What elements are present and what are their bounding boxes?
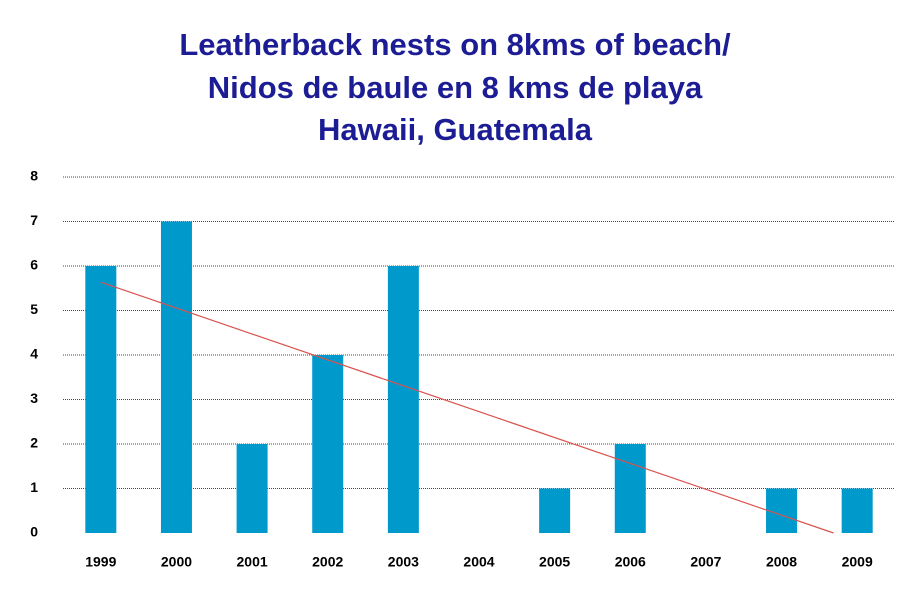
bar <box>841 488 873 533</box>
x-tick-label: 1999 <box>85 554 116 570</box>
x-tick-label: 2006 <box>615 554 646 570</box>
y-tick-label: 5 <box>30 301 38 317</box>
bar <box>614 444 646 533</box>
bar <box>85 266 117 533</box>
x-tick-label: 2005 <box>539 554 570 570</box>
y-tick-label: 8 <box>30 168 38 184</box>
y-tick-label: 7 <box>30 212 38 228</box>
bar <box>539 488 571 533</box>
y-tick-label: 2 <box>30 435 38 451</box>
bar <box>160 221 192 533</box>
x-tick-label: 2003 <box>388 554 419 570</box>
y-tick-label: 6 <box>30 257 38 273</box>
y-tick-label: 1 <box>30 479 38 495</box>
y-tick-label: 0 <box>30 524 38 540</box>
x-tick-label: 2002 <box>312 554 343 570</box>
bar <box>766 488 798 533</box>
x-tick-label: 2004 <box>463 554 494 570</box>
bar <box>312 355 344 533</box>
x-tick-label: 2007 <box>690 554 721 570</box>
chart-title: Nidos de baule en 8 kms de playa <box>208 70 703 105</box>
x-tick-label: 2009 <box>842 554 873 570</box>
bar <box>236 444 268 533</box>
chart-title: Leatherback nests on 8kms of beach/ <box>179 27 731 62</box>
trendline <box>100 281 834 534</box>
x-tick-label: 2001 <box>237 554 268 570</box>
x-tick-label: 2000 <box>161 554 192 570</box>
chart-title: Hawaii, Guatemala <box>318 112 593 147</box>
bar <box>387 266 419 533</box>
x-tick-label: 2008 <box>766 554 797 570</box>
y-tick-label: 3 <box>30 390 38 406</box>
y-tick-label: 4 <box>30 346 38 362</box>
